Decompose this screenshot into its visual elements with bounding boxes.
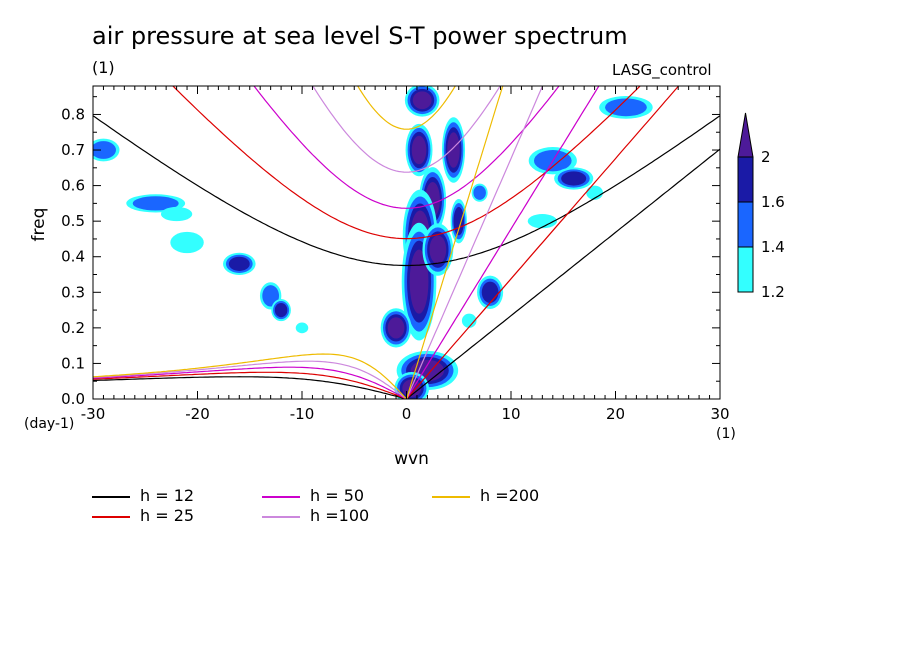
- power-region: [228, 256, 250, 271]
- y-tick-label: 0.2: [61, 319, 85, 337]
- run-name-label: LASG_control: [612, 61, 712, 79]
- power-region: [461, 313, 477, 328]
- y-tick-label: 0.8: [61, 105, 85, 123]
- power-region: [132, 196, 179, 211]
- y-tick-label: 0.3: [61, 283, 85, 301]
- y-tick-label: 0.6: [61, 177, 85, 195]
- power-region: [473, 185, 486, 200]
- legend-item-h50: h = 50: [262, 486, 364, 505]
- y-axis-unit: (day-1): [24, 416, 75, 432]
- power-region: [262, 285, 280, 307]
- power-region: [93, 141, 116, 159]
- x-tick-label: 30: [710, 405, 729, 423]
- legend-label: h = 12: [140, 486, 195, 505]
- colorbar-arrow: [737, 112, 754, 158]
- legend-item-h200: h =200: [432, 486, 539, 505]
- legend-item-h25: h = 25: [92, 506, 194, 525]
- colorbar-label: 1.2: [761, 283, 785, 301]
- colorbar-label: 1.6: [761, 193, 785, 211]
- units-label: (1): [92, 58, 115, 77]
- kelvin-curve: [405, 86, 600, 399]
- gravity-curve: [253, 86, 560, 209]
- x-tick-label: 0: [402, 405, 412, 423]
- colorbar-label: 2: [761, 148, 771, 166]
- power-region: [412, 91, 432, 110]
- rossby-curve: [93, 353, 407, 399]
- rossby-curve: [93, 366, 407, 399]
- y-tick-label: 0.4: [61, 248, 85, 266]
- rossby-curve: [93, 371, 407, 399]
- legend-label: h = 50: [310, 486, 365, 505]
- x-axis-label: wvn: [394, 449, 429, 469]
- kelvin-curve: [406, 86, 680, 399]
- x-tick-label: 20: [606, 405, 625, 423]
- legend-item-h100: h =100: [262, 506, 369, 525]
- gravity-curve: [93, 115, 720, 267]
- power-region: [429, 235, 447, 264]
- chart-title: air pressure at sea level S-T power spec…: [92, 22, 628, 50]
- power-region: [274, 302, 288, 318]
- rossby-curve: [93, 360, 407, 399]
- gravity-curve: [312, 86, 501, 173]
- legend-label: h =100: [310, 506, 370, 525]
- x-tick-label: 10: [501, 405, 520, 423]
- power-region: [387, 317, 405, 339]
- power-region: [411, 135, 427, 165]
- power-region: [481, 281, 499, 303]
- y-tick-label: 0.0: [61, 390, 85, 408]
- kelvin-curve: [405, 86, 504, 399]
- gravity-curve: [357, 86, 456, 130]
- power-region: [447, 132, 460, 168]
- colorbar-label: 1.4: [761, 238, 785, 256]
- power-region: [170, 231, 204, 254]
- y-tick-label: 0.7: [61, 141, 85, 159]
- x-tick-label: -20: [185, 405, 210, 423]
- power-region: [295, 322, 309, 334]
- legend-swatch: [262, 515, 300, 518]
- x-axis-unit: (1): [716, 426, 736, 442]
- y-axis-label: freq: [29, 208, 49, 242]
- colorbar-segment: [737, 156, 754, 203]
- legend-swatch: [432, 495, 470, 498]
- kelvin-curve: [406, 148, 720, 399]
- legend-item-h12: h = 12: [92, 486, 194, 505]
- kelvin-curve: [405, 86, 544, 399]
- x-tick-label: -10: [290, 405, 315, 423]
- legend-label: h = 25: [140, 506, 195, 525]
- power-region: [561, 171, 587, 186]
- power-region: [527, 214, 557, 229]
- legend-label: h =200: [480, 486, 540, 505]
- legend-swatch: [92, 495, 130, 498]
- power-region: [160, 206, 193, 222]
- colorbar-segment: [737, 201, 754, 248]
- gravity-curve: [172, 86, 641, 240]
- power-region: [605, 98, 647, 117]
- y-tick-label: 0.5: [61, 212, 85, 230]
- legend-swatch: [92, 515, 130, 518]
- legend-swatch: [262, 495, 300, 498]
- y-tick-label: 0.1: [61, 354, 85, 372]
- x-tick-label: -30: [81, 405, 106, 423]
- rossby-curve: [93, 376, 407, 399]
- colorbar-segment: [737, 246, 754, 293]
